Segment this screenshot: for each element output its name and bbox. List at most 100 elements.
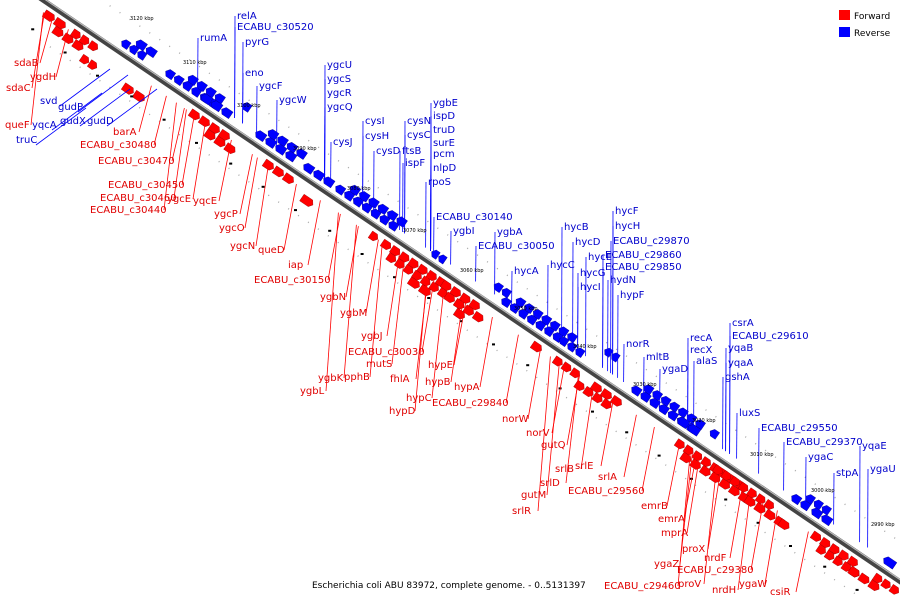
- reverse-gene-label: yqaA: [728, 358, 753, 369]
- gene-block: [871, 572, 899, 595]
- leader-line: [39, 18, 53, 64]
- tick-label: 3060 kbp: [460, 268, 484, 274]
- reverse-gene-label: cysJ: [333, 137, 353, 148]
- mark: [823, 565, 827, 568]
- gene-arrow: [313, 169, 326, 182]
- gene-arrow: [777, 518, 790, 530]
- leader-line: [764, 510, 778, 585]
- reverse-gene-label: csrA: [732, 318, 754, 329]
- gene-arrow: [677, 416, 691, 430]
- reverse-gene-label: truC: [16, 135, 37, 146]
- forward-gene-label: ygcO: [219, 223, 245, 234]
- tick-label: 2990 kbp: [871, 522, 895, 528]
- forward-gene-label: ygcP: [214, 209, 238, 220]
- forward-gene-label: ECABU_c30450: [108, 180, 185, 191]
- reverse-gene-label: ECABU_c29610: [732, 331, 809, 342]
- leader-line: [218, 139, 232, 202]
- gene-block: [255, 130, 298, 163]
- mark: [492, 343, 495, 346]
- mark: [63, 51, 67, 54]
- forward-gene-label: iap: [288, 260, 303, 271]
- gene-arrow: [551, 355, 563, 367]
- gene-arrow: [809, 530, 822, 542]
- reverse-gene-label: cysN: [407, 116, 431, 127]
- gene-arrow: [857, 572, 870, 585]
- gene-arrow: [277, 135, 289, 147]
- reverse-gene-label: gudX: [60, 116, 86, 127]
- legend-reverse-swatch: [839, 27, 850, 37]
- leader-line: [580, 385, 594, 470]
- gene-block: [121, 39, 148, 61]
- reverse-gene-label: ygaC: [808, 452, 833, 463]
- gene-arrow: [679, 451, 692, 464]
- gene-block: [406, 276, 431, 297]
- forward-gene-label: ECABU_c29840: [432, 398, 509, 409]
- gene-block: [78, 53, 98, 70]
- tick-label: 3020 kbp: [692, 418, 716, 424]
- reverse-gene-label: ECABU_c30520: [237, 22, 314, 33]
- mark: [625, 431, 629, 434]
- gene-arrow: [323, 176, 336, 189]
- reverse-gene-label: ygcQ: [327, 102, 353, 113]
- forward-gene-label: hypD: [389, 406, 416, 417]
- gene-block: [303, 162, 336, 189]
- gene-arrow: [709, 429, 720, 440]
- gene-arrow: [883, 556, 898, 570]
- reverse-gene-label: rpoS: [428, 177, 451, 188]
- forward-gene-label: ygaZ: [654, 559, 679, 570]
- gene-block: [367, 230, 378, 242]
- gene-arrow: [550, 320, 561, 332]
- gene-arrow: [700, 456, 711, 468]
- reverse-gene-label: hydN: [610, 275, 636, 286]
- gene-arrow: [385, 252, 397, 264]
- gene-arrow: [335, 184, 347, 196]
- gene-arrow: [407, 257, 419, 269]
- gene-arrow: [197, 115, 210, 128]
- leader-line: [173, 109, 187, 199]
- gene-arrow: [417, 284, 431, 297]
- tick-label: 3080 kbp: [347, 186, 371, 192]
- mark: [526, 364, 530, 367]
- forward-gene-label: fhlA: [390, 374, 410, 385]
- forward-gene-label: ygbL: [300, 386, 325, 397]
- gene-arrow: [120, 82, 134, 95]
- leader-line: [77, 74, 129, 113]
- gene-arrow: [867, 579, 880, 592]
- reverse-gene-label: ygcF: [259, 81, 283, 92]
- forward-gene-label: hypE: [428, 360, 453, 371]
- gene-block: [135, 39, 158, 59]
- gene-arrow: [135, 39, 148, 52]
- gene-arrow: [406, 276, 420, 289]
- forward-gene-label: ECABU_c30470: [98, 156, 175, 167]
- leader-line: [171, 107, 185, 162]
- leader-line: [106, 88, 158, 127]
- gene-block: [187, 74, 226, 105]
- gene-arrow: [763, 508, 776, 521]
- gene-arrow: [221, 107, 234, 119]
- gene-block: [811, 507, 834, 527]
- gene-arrow: [121, 39, 132, 50]
- leader-line: [641, 426, 655, 492]
- reverse-gene-label: ECABU_c29850: [605, 262, 682, 273]
- forward-gene-label: yqcE: [193, 196, 217, 207]
- reverse-gene-label: cysH: [365, 131, 389, 142]
- reverse-gene-label: ygcU: [327, 60, 352, 71]
- reverse-gene-label: hycF: [615, 206, 639, 217]
- gene-arrow: [468, 298, 480, 311]
- gene-block: [261, 158, 294, 185]
- gene-arrow: [428, 281, 439, 293]
- mark: [261, 185, 265, 188]
- gene-arrow: [821, 505, 832, 516]
- reverse-gene-label: norR: [626, 339, 650, 350]
- reverse-gene-label: rumA: [200, 33, 227, 44]
- gene-arrow: [388, 220, 400, 232]
- leader-line: [414, 272, 428, 412]
- gene-arrow: [255, 130, 268, 143]
- tick-label: 3000 kbp: [811, 488, 835, 494]
- reverse-gene-label: hycB: [564, 222, 589, 233]
- reverse-gene-label: gshA: [725, 372, 750, 383]
- gene-arrow: [720, 469, 732, 481]
- gene-block: [385, 252, 448, 298]
- gene-block: [677, 416, 702, 437]
